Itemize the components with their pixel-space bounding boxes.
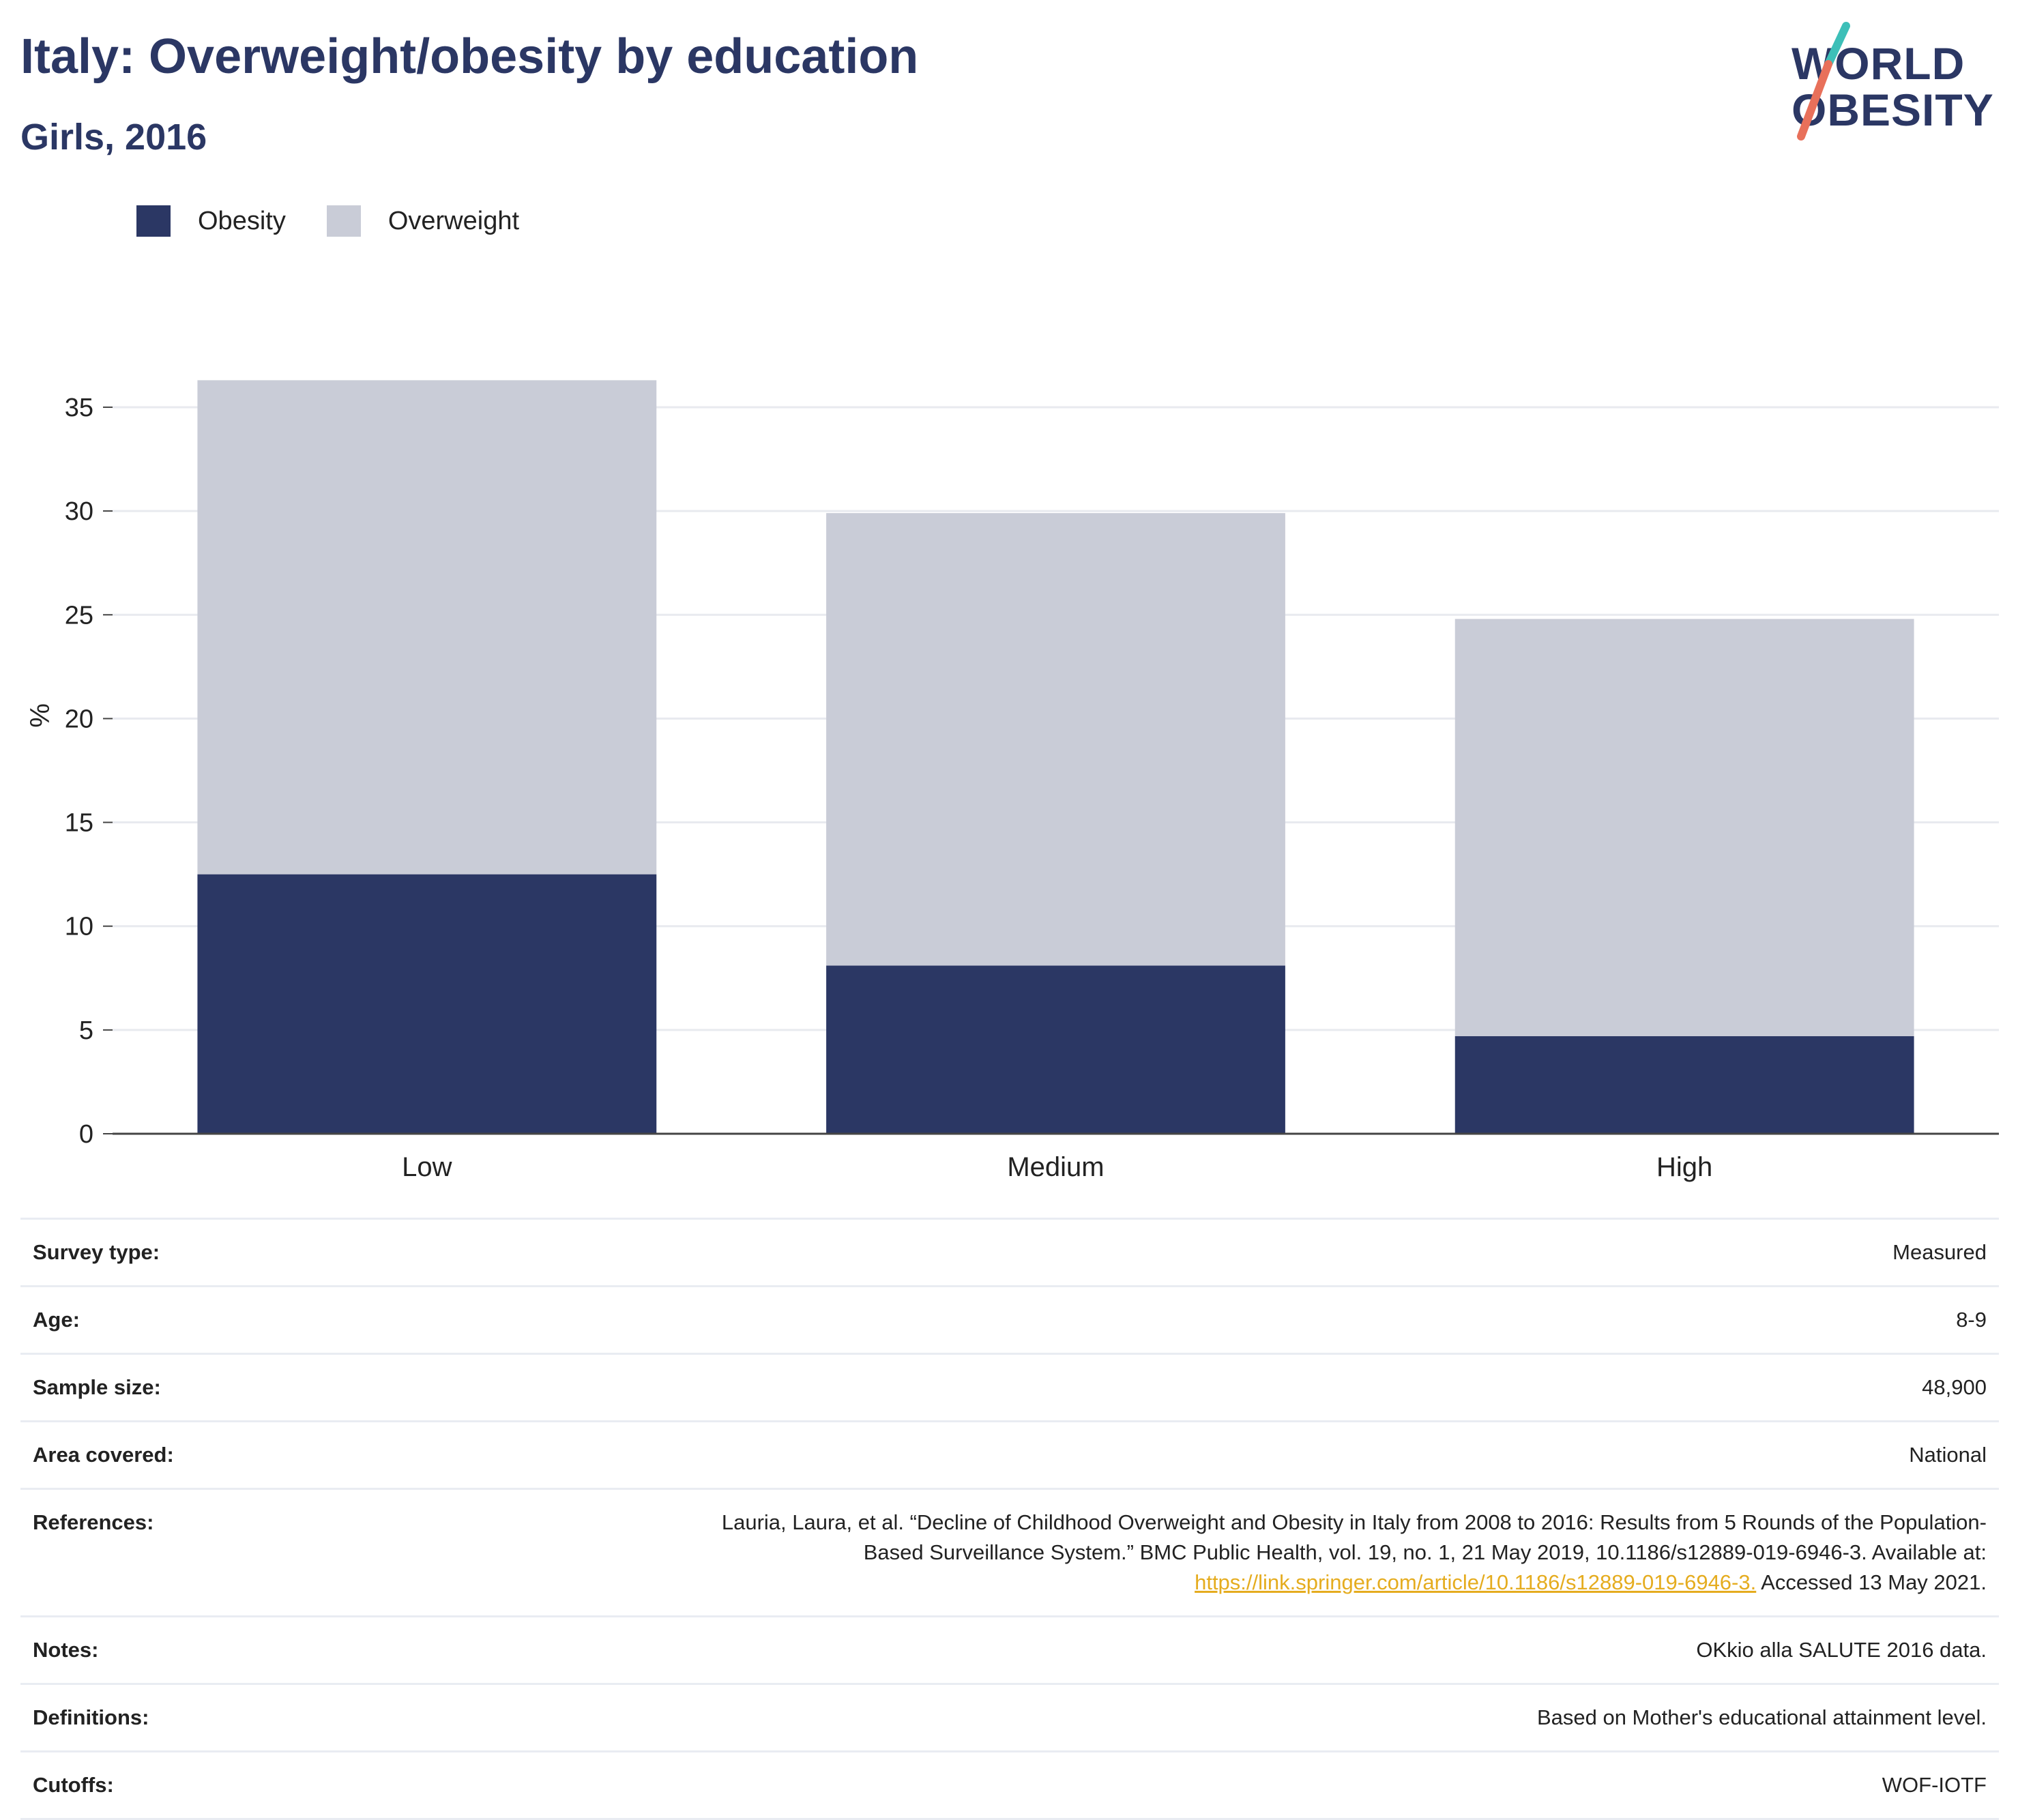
bar-overweight-medium <box>826 513 1285 966</box>
info-label: Age: <box>20 1285 523 1354</box>
survey-info-table: Survey type: Measured Age: 8-9 Sample si… <box>20 1218 1999 1820</box>
y-tick-label: 15 <box>65 809 93 838</box>
reference-text-line1: Lauria, Laura, et al. “Decline of Childh… <box>721 1510 1987 1534</box>
bar-obesity-low <box>197 874 657 1134</box>
info-label: Definitions: <box>20 1683 523 1752</box>
info-value-references: Lauria, Laura, et al. “Decline of Childh… <box>523 1488 1999 1617</box>
info-row-definitions: Definitions: Based on Mother's education… <box>20 1683 1999 1752</box>
info-label: Survey type: <box>20 1218 523 1287</box>
page-title: Italy: Overweight/obesity by education <box>20 29 919 84</box>
y-tick-label: 30 <box>65 497 93 526</box>
bar-obesity-high <box>1454 1036 1914 1134</box>
info-value: Based on Mother's educational attainment… <box>523 1683 1999 1752</box>
x-tick-label: High <box>1656 1152 1712 1182</box>
x-tick-label: Medium <box>1007 1152 1104 1182</box>
info-row-notes: Notes: OKkio alla SALUTE 2016 data. <box>20 1615 1999 1684</box>
info-label: Area covered: <box>20 1420 523 1489</box>
info-value: OKkio alla SALUTE 2016 data. <box>523 1615 1999 1684</box>
info-row-area-covered: Area covered: National <box>20 1420 1999 1489</box>
x-tick-label: Low <box>402 1152 452 1182</box>
info-value: Measured <box>523 1218 1999 1287</box>
y-tick-label: 0 <box>79 1120 93 1149</box>
info-value: National <box>523 1420 1999 1489</box>
info-value: 48,900 <box>523 1353 1999 1422</box>
info-label: References: <box>20 1488 523 1617</box>
chart-legend: Obesity Overweight <box>136 203 560 239</box>
world-obesity-logo: WORLD OBESITY <box>1774 20 1999 143</box>
info-row-cutoffs: Cutoffs: WOF-IOTF <box>20 1750 1999 1820</box>
info-row-sample-size: Sample size: 48,900 <box>20 1353 1999 1422</box>
info-value: 8-9 <box>523 1285 1999 1354</box>
bar-overweight-low <box>197 380 657 875</box>
legend-item-overweight[interactable]: Overweight <box>326 205 520 237</box>
y-tick-label: 20 <box>65 705 93 733</box>
info-row-age: Age: 8-9 <box>20 1285 1999 1354</box>
bar-overweight-high <box>1454 619 1914 1036</box>
info-row-survey-type: Survey type: Measured <box>20 1218 1999 1287</box>
y-tick-label: 5 <box>79 1016 93 1045</box>
reference-link[interactable]: https://link.springer.com/article/10.118… <box>1195 1570 1757 1594</box>
info-label: Sample size: <box>20 1353 523 1422</box>
info-label: Notes: <box>20 1615 523 1684</box>
reference-accessed: Accessed 13 May 2021. <box>1756 1570 1987 1594</box>
info-label: Cutoffs: <box>20 1750 523 1820</box>
y-tick-label: 10 <box>65 913 93 941</box>
legend-item-obesity[interactable]: Obesity <box>136 205 286 237</box>
info-row-references: References: Lauria, Laura, et al. “Decli… <box>20 1488 1999 1617</box>
legend-swatch-obesity <box>136 205 171 237</box>
page-subtitle: Girls, 2016 <box>20 117 207 158</box>
logo-slash-icon <box>1797 22 1850 141</box>
y-tick-label: 35 <box>65 394 93 422</box>
legend-label-obesity: Obesity <box>198 206 286 235</box>
reference-text-line2: Based Surveillance System.” BMC Public H… <box>863 1540 1987 1564</box>
info-value: WOF-IOTF <box>523 1750 1999 1820</box>
legend-label-overweight: Overweight <box>387 206 520 235</box>
logo-line2: OBESITY <box>1792 85 1994 135</box>
bar-chart: 0 5 10 15 20 25 30 35% Low Medium High <box>25 380 1999 1182</box>
y-tick-label: 25 <box>65 601 93 630</box>
legend-swatch-overweight <box>326 205 361 237</box>
bar-obesity-medium <box>826 965 1285 1134</box>
y-axis-label: % <box>25 703 55 728</box>
